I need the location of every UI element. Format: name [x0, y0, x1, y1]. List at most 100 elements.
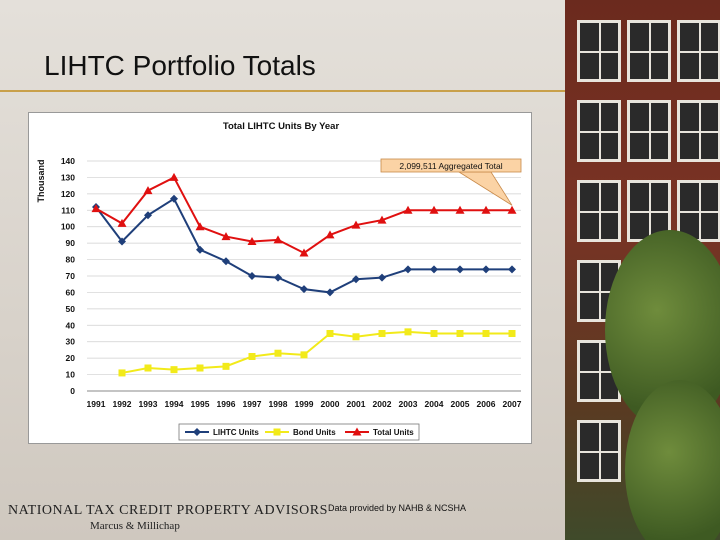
annotation-pointer [457, 171, 513, 206]
data-point [351, 220, 361, 229]
y-tick-label: 90 [66, 238, 76, 248]
x-tick-label: 2000 [321, 399, 340, 409]
x-tick-label: 1998 [269, 399, 288, 409]
data-point [196, 364, 204, 372]
data-point [352, 427, 362, 436]
data-point [404, 328, 412, 336]
x-tick-label: 2007 [503, 399, 522, 409]
data-point [430, 330, 438, 337]
y-tick-label: 10 [66, 370, 76, 380]
x-tick-label: 1995 [191, 399, 210, 409]
logo-line-1: NATIONAL TAX CREDIT PROPERTY ADVISORS [8, 503, 328, 518]
series-line [95, 176, 512, 255]
building-window [627, 100, 671, 162]
y-tick-label: 40 [66, 320, 76, 330]
data-point [170, 366, 178, 374]
building-window [577, 20, 621, 82]
annotation-text: 2,099,511 Aggregated Total [399, 161, 502, 171]
y-tick-label: 20 [66, 353, 76, 363]
data-point [195, 222, 205, 231]
data-point [170, 194, 178, 203]
data-point [117, 218, 127, 227]
data-point [455, 205, 465, 214]
y-tick-label: 70 [66, 271, 76, 281]
building-window [577, 100, 621, 162]
x-tick-label: 1994 [165, 399, 184, 409]
legend-label: Total Units [373, 428, 414, 437]
data-point [274, 273, 282, 282]
data-point [326, 288, 334, 297]
data-point [193, 428, 201, 436]
x-tick-label: 2005 [451, 399, 470, 409]
x-tick-label: 2004 [425, 399, 444, 409]
series-line [95, 197, 512, 294]
chart-panel: Total LIHTC Units By Year Thousand 0 10 20… [28, 112, 532, 444]
annotation-box [380, 158, 522, 173]
data-point [118, 369, 126, 377]
data-point [300, 351, 308, 359]
data-point [326, 330, 334, 337]
building-window [577, 420, 621, 482]
legend-label: Bond Units [293, 428, 336, 437]
y-tick-label: 0 [70, 386, 75, 396]
building-window [627, 20, 671, 82]
data-point [378, 330, 386, 337]
y-tick-label: 120 [61, 189, 75, 199]
y-axis-label: Thousand [36, 160, 46, 203]
data-point [299, 248, 309, 257]
x-tick-label: 2002 [373, 399, 392, 409]
y-axis-ticks: 0 10 20 30 40 50 60 70 80 90 100 110 120 130 140 [61, 156, 75, 396]
x-tick-label: 1991 [87, 399, 106, 409]
data-point [273, 235, 283, 244]
legend-entry: Bond Units [265, 428, 336, 437]
y-tick-label: 110 [61, 205, 75, 215]
data-point [508, 265, 516, 274]
annotation: 2,099,511 Aggregated Total [380, 158, 522, 206]
series-lihtc-units [92, 194, 516, 297]
background-photo-building [565, 0, 720, 540]
slide-title: LIHTC Portfolio Totals [44, 50, 316, 81]
tree [625, 380, 720, 540]
y-tick-label: 60 [66, 287, 76, 297]
data-point [247, 237, 257, 245]
y-tick-label: 100 [61, 222, 75, 232]
data-point [352, 275, 360, 284]
x-tick-label: 2003 [399, 399, 418, 409]
building-window [577, 180, 621, 242]
data-point [144, 211, 152, 220]
data-point [482, 330, 490, 337]
x-tick-label: 1993 [139, 399, 158, 409]
source-note: Data provided by NAHB & NCSHA [328, 503, 467, 513]
data-point [273, 428, 281, 436]
legend-entry: LIHTC Units [185, 428, 259, 437]
data-point [508, 330, 516, 337]
data-point [456, 330, 464, 337]
data-point [222, 257, 230, 266]
data-point [378, 273, 386, 282]
legend-label: LIHTC Units [213, 428, 259, 437]
data-point [482, 265, 490, 274]
chart-legend: LIHTC Units Bond Units Total Units [178, 423, 420, 441]
company-logo: NATIONAL TAX CREDIT PROPERTY ADVISORS Ma… [8, 503, 328, 532]
data-point [274, 349, 282, 357]
data-point [456, 265, 464, 274]
building-window [677, 100, 720, 162]
chart-title: Total LIHTC Units By Year [223, 121, 340, 132]
x-tick-label: 1999 [295, 399, 314, 409]
data-point [144, 364, 152, 372]
legend-entry: Total Units [345, 427, 414, 437]
line-chart: Total LIHTC Units By Year Thousand 0 10 20… [36, 121, 522, 441]
data-point [352, 333, 360, 341]
data-point [118, 237, 126, 246]
title-divider [0, 90, 565, 92]
x-tick-label: 2006 [477, 399, 496, 409]
data-point [222, 362, 230, 370]
data-point [300, 285, 308, 294]
legend-box [178, 423, 420, 441]
y-tick-label: 130 [61, 172, 75, 182]
logo-line-2: Marcus & Millichap [90, 520, 180, 532]
data-point [143, 186, 153, 195]
data-point [248, 272, 256, 280]
y-tick-label: 140 [61, 156, 75, 166]
data-point [507, 205, 517, 214]
